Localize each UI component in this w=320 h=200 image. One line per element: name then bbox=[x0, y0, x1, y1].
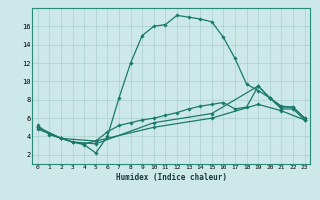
X-axis label: Humidex (Indice chaleur): Humidex (Indice chaleur) bbox=[116, 173, 227, 182]
